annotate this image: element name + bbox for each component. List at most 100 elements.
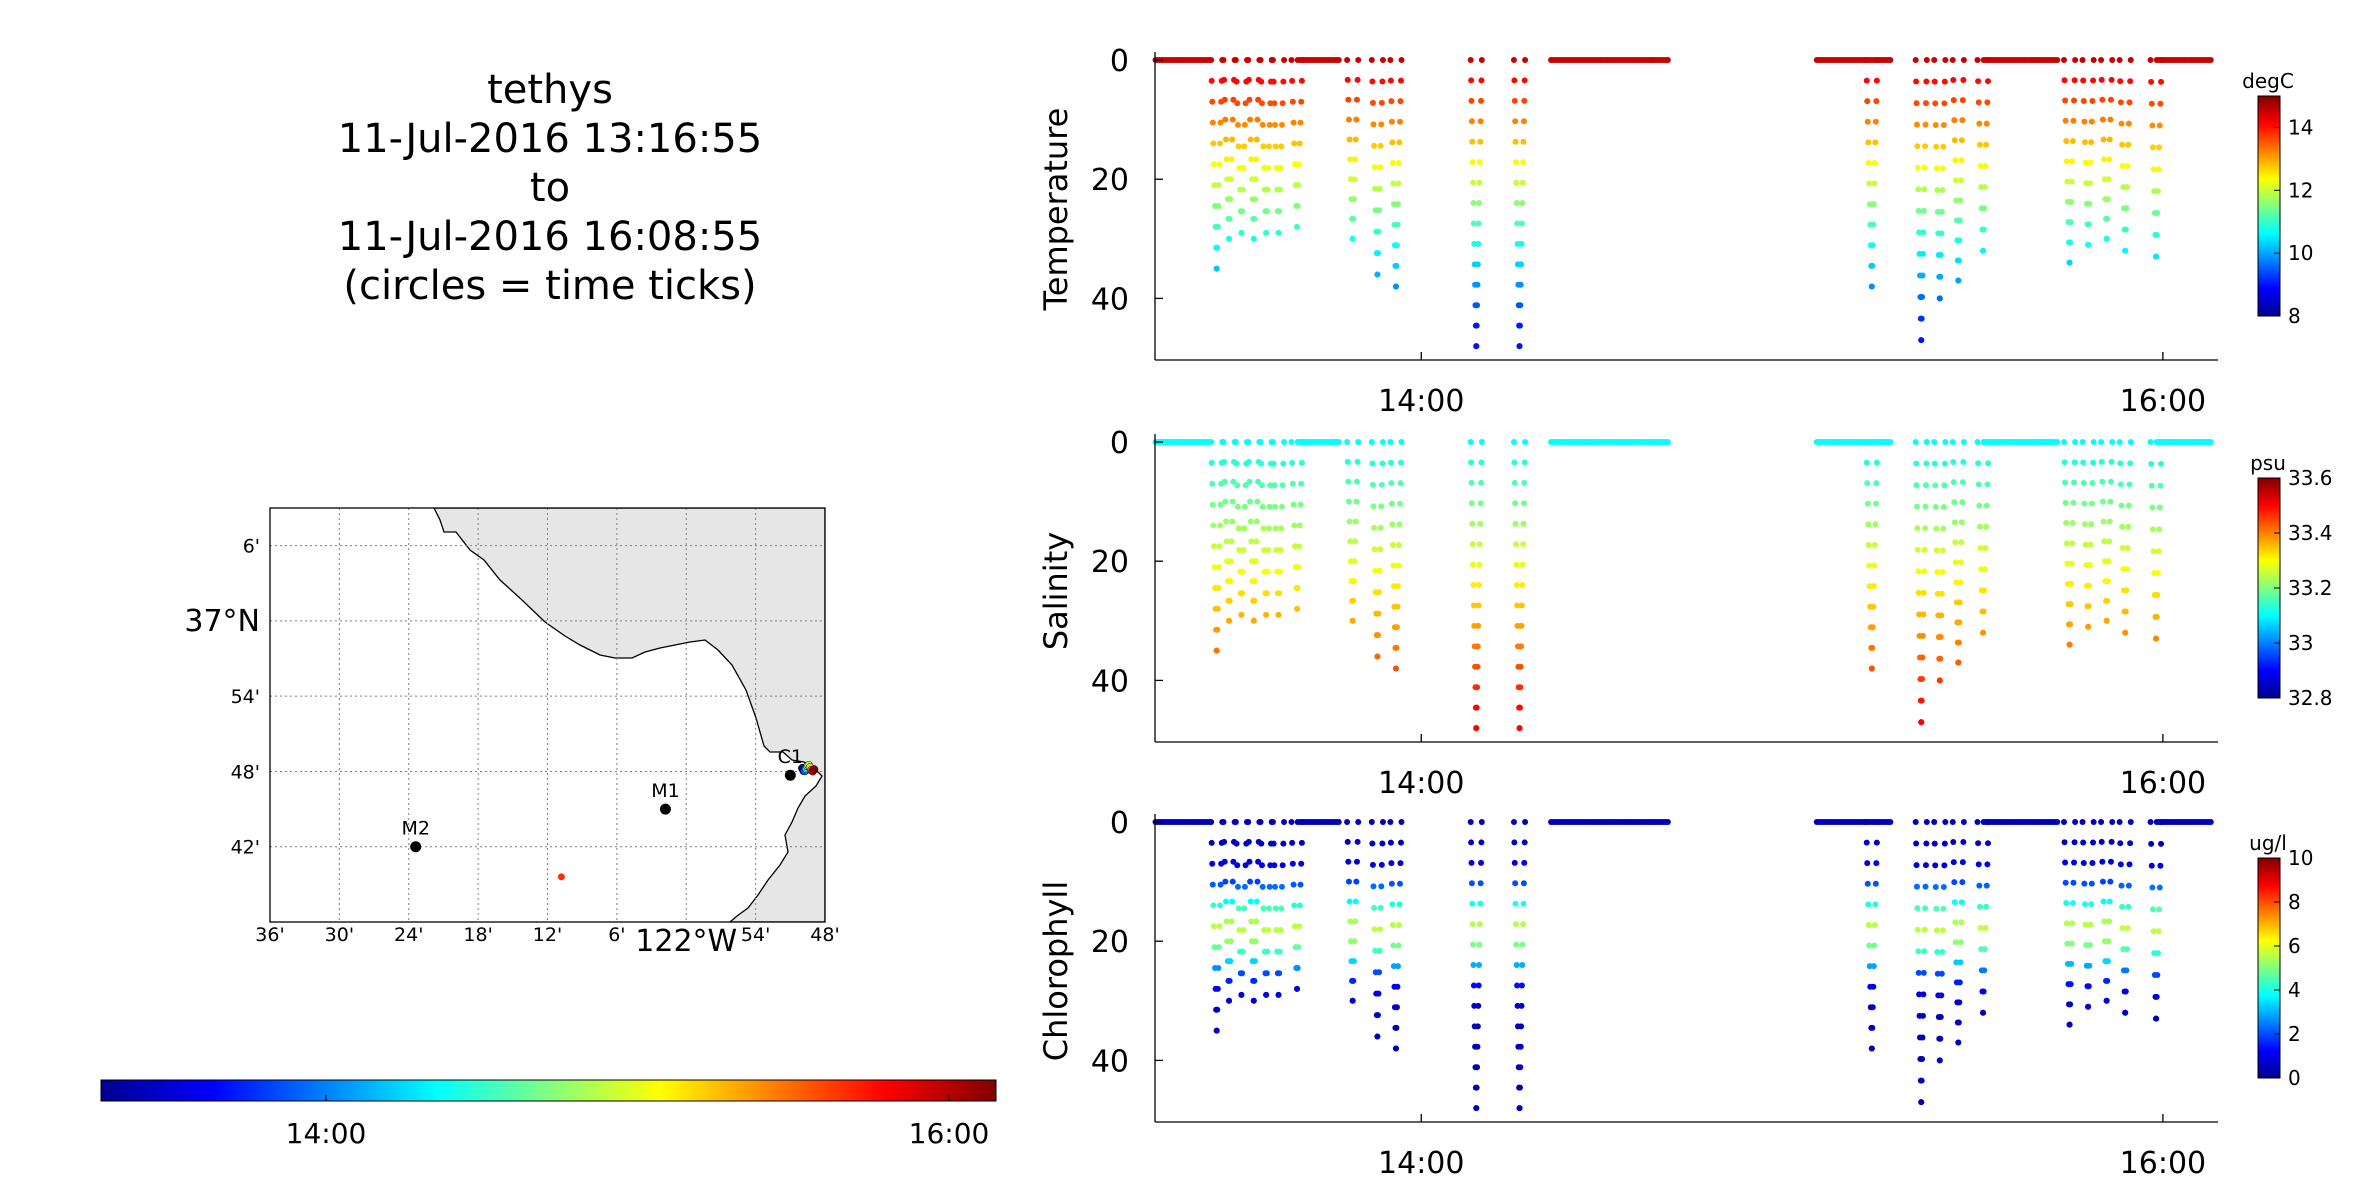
data-point	[1475, 220, 1482, 227]
data-point	[2124, 162, 2131, 169]
data-point	[1254, 116, 1261, 123]
data-point	[1942, 819, 1949, 825]
data-point	[2150, 906, 2157, 913]
panel-colorbar-tick: 8	[2288, 890, 2301, 914]
data-point	[2063, 900, 2070, 907]
data-point	[1871, 942, 1878, 949]
data-point	[1208, 819, 1215, 825]
data-point	[1934, 187, 1941, 194]
map-frame	[269, 507, 826, 923]
data-point	[1297, 881, 1304, 888]
data-point	[1868, 1045, 1875, 1052]
data-point	[1209, 98, 1216, 105]
data-point	[1473, 1105, 1480, 1112]
data-point	[2149, 504, 2156, 511]
data-point	[1873, 839, 1880, 846]
data-point	[1872, 521, 1879, 528]
map-lon-tick: 30'	[325, 924, 354, 946]
data-point	[1873, 480, 1880, 487]
data-point	[1474, 643, 1481, 650]
data-point	[1257, 819, 1264, 825]
data-point	[2072, 57, 2079, 63]
data-point	[1949, 819, 1956, 825]
data-point	[1868, 665, 1875, 672]
data-point	[2067, 1001, 2074, 1008]
data-point	[2158, 439, 2165, 445]
data-point	[1475, 1002, 1482, 1009]
data-point	[1958, 519, 1965, 526]
data-point	[1952, 559, 1959, 566]
data-point	[1510, 439, 1517, 445]
data-point	[1374, 632, 1381, 639]
data-point	[1208, 439, 1215, 445]
data-point	[1516, 1105, 1523, 1112]
data-point	[1275, 991, 1282, 998]
panel-colorbar-tick: 10	[2288, 846, 2313, 870]
data-point	[2147, 819, 2154, 825]
data-point	[2155, 166, 2162, 173]
panel-colorbar-tick: 4	[2288, 978, 2301, 1002]
data-point	[1513, 200, 1520, 207]
data-point	[2109, 819, 2116, 825]
data-point	[1245, 76, 1252, 83]
data-point	[1214, 626, 1221, 633]
data-point	[1245, 439, 1252, 445]
data-point	[1863, 77, 1870, 84]
data-point	[2116, 439, 2123, 445]
data-point	[1278, 121, 1285, 128]
data-point	[1923, 78, 1930, 85]
data-point	[1344, 838, 1351, 845]
data-point	[1952, 919, 1959, 926]
data-point	[1295, 564, 1302, 571]
data-point	[2081, 880, 2088, 887]
data-point	[1520, 159, 1527, 166]
data-point	[1368, 439, 1375, 445]
data-point	[1976, 882, 1983, 889]
data-point	[1215, 585, 1222, 592]
data-point	[1959, 97, 1966, 104]
data-point	[1248, 156, 1255, 163]
data-point	[2061, 459, 2068, 466]
panel-colorbar-tick: 10	[2288, 241, 2313, 265]
data-point	[1937, 252, 1944, 259]
data-point	[1941, 840, 1948, 847]
data-point	[1474, 663, 1481, 670]
data-point	[1949, 57, 1956, 63]
data-point	[1299, 439, 1306, 445]
data-point	[1236, 927, 1243, 934]
data-point	[1335, 439, 1342, 445]
data-point	[1215, 203, 1222, 210]
data-point	[1941, 78, 1948, 85]
data-point	[1290, 119, 1297, 126]
data-point	[1234, 121, 1241, 128]
data-point	[1251, 597, 1258, 604]
data-point	[1516, 725, 1523, 732]
data-point	[1518, 1023, 1525, 1030]
data-point	[2119, 924, 2126, 931]
data-point	[2149, 884, 2156, 891]
data-point	[2066, 641, 2073, 648]
map-station-c1	[784, 769, 796, 781]
data-point	[1870, 603, 1877, 610]
data-point	[1248, 538, 1255, 545]
data-point	[1512, 541, 1519, 548]
data-point	[2153, 635, 2160, 642]
data-point	[2106, 918, 2113, 925]
data-point	[1955, 1019, 1962, 1026]
data-point	[1390, 180, 1397, 187]
map-lon-tick: 122°W	[635, 924, 737, 959]
map-track-point	[809, 765, 819, 774]
data-point	[1376, 589, 1383, 596]
title-note: (circles = time ticks)	[343, 263, 757, 309]
data-point	[1265, 927, 1272, 934]
data-point	[2127, 57, 2134, 63]
data-point	[2125, 903, 2132, 910]
data-point	[1864, 860, 1871, 867]
panel-y-label: Chlorophyll	[1037, 881, 1075, 1061]
data-point	[2080, 77, 2087, 84]
data-point	[1208, 57, 1215, 63]
data-point	[2071, 77, 2078, 84]
data-point	[1208, 77, 1215, 84]
data-point	[1974, 439, 1981, 445]
data-point	[1238, 991, 1245, 998]
